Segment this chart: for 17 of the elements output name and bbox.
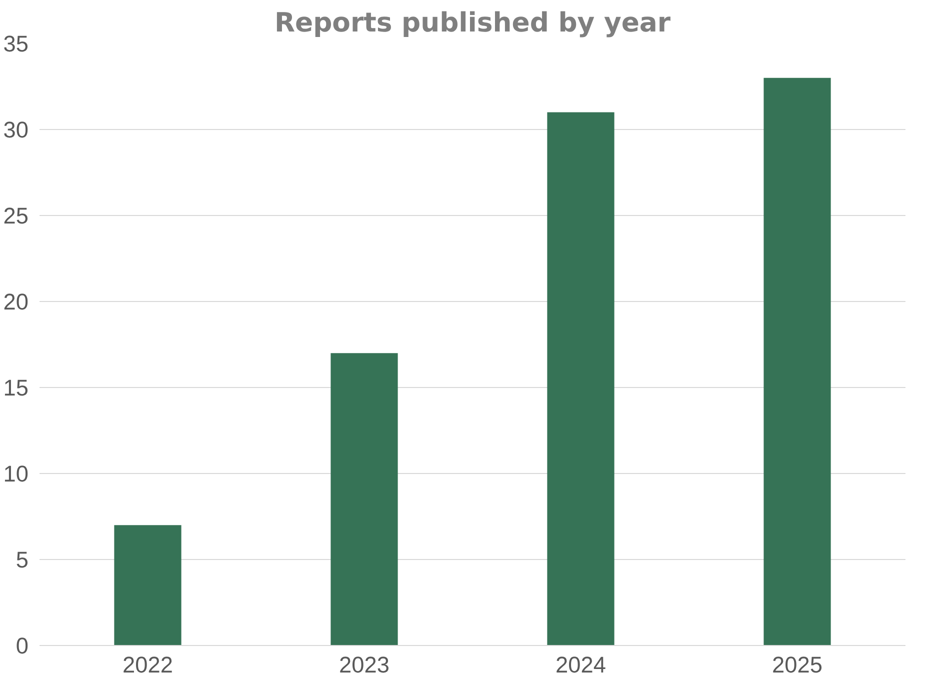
y-tick-label: 20: [3, 288, 28, 314]
bar: [330, 353, 398, 646]
x-tick-label: 2024: [556, 652, 606, 678]
bar: [764, 78, 831, 646]
y-tick-label: 15: [3, 374, 28, 400]
y-tick-label: 35: [3, 30, 28, 56]
x-tick-label: 2022: [122, 652, 173, 678]
x-tick-label: 2025: [772, 652, 822, 678]
y-tick-label: 25: [3, 202, 28, 228]
y-tick-label: 5: [16, 546, 29, 572]
x-tick-label: 2023: [339, 652, 390, 678]
bar: [547, 112, 614, 646]
y-tick-label: 10: [3, 460, 28, 486]
y-tick-label: 30: [3, 116, 28, 142]
bar: [114, 525, 182, 646]
y-tick-label: 0: [16, 632, 29, 658]
chart-title: Reports published by year: [274, 8, 672, 38]
